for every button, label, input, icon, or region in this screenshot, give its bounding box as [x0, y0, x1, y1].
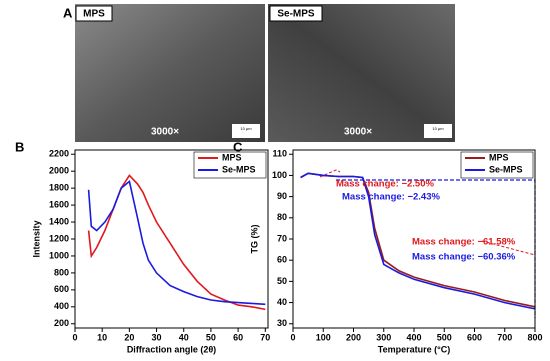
scale-label: 10 μm [240, 126, 252, 131]
x-tick-label: 400 [406, 332, 421, 342]
legend-box [193, 151, 267, 179]
y-tick-label: 100 [272, 170, 287, 180]
image-label-box [75, 5, 113, 22]
y-tick-label: 1200 [49, 233, 69, 243]
x-tick-label: 200 [346, 332, 361, 342]
x-tick-label: 700 [497, 332, 512, 342]
x-axis-label: Diffraction angle (2θ) [127, 344, 216, 354]
y-tick-label: 60 [277, 255, 287, 265]
x-tick-label: 600 [467, 332, 482, 342]
legend-label: MPS [222, 152, 242, 162]
y-tick-label: 110 [272, 149, 287, 159]
x-tick-label: 500 [437, 332, 452, 342]
y-tick-label: 80 [277, 212, 287, 222]
magnification: 3000× [151, 127, 179, 138]
y-tick-label: 600 [54, 284, 69, 294]
image-label-box [269, 5, 323, 22]
image-label: Se-MPS [277, 9, 315, 20]
plot-frame [74, 149, 269, 329]
x-tick-label: 40 [179, 332, 189, 342]
sem-image [268, 4, 455, 142]
panel-label: B [15, 139, 24, 154]
x-tick-label: 800 [527, 332, 542, 342]
data-line [300, 172, 536, 310]
y-tick-label: 800 [54, 267, 69, 277]
y-tick-label: 400 [54, 301, 69, 311]
magnification: 3000× [344, 127, 372, 138]
scale-box [232, 124, 260, 138]
annotation: Mass change: −61.58% [412, 237, 516, 248]
x-tick-label: 0 [72, 332, 77, 342]
y-tick-label: 1600 [49, 199, 69, 209]
annotation: Mass change: −60.36% [412, 252, 516, 263]
annotation: Mass change: −2.43% [342, 192, 441, 203]
y-axis-label: TG (%) [249, 225, 259, 254]
x-tick-label: 10 [97, 332, 107, 342]
x-tick-label: 300 [376, 332, 391, 342]
panel-label: A [63, 5, 73, 20]
y-tick-label: 1800 [49, 183, 69, 193]
annotation: Mass change: −2.50% [336, 179, 435, 190]
x-tick-label: 70 [260, 332, 270, 342]
y-tick-label: 2000 [49, 166, 69, 176]
dashed-guide [481, 240, 536, 256]
y-axis-label: Intensity [31, 220, 41, 257]
plot-frame [292, 149, 536, 329]
image-label: MPS [83, 9, 105, 20]
x-axis-label: Temperature (°C) [378, 344, 450, 354]
x-tick-label: 0 [290, 332, 295, 342]
x-tick-label: 50 [206, 332, 216, 342]
x-tick-label: 20 [124, 332, 134, 342]
scale-box [424, 124, 452, 138]
y-tick-label: 2200 [49, 149, 69, 159]
x-tick-label: 30 [152, 332, 162, 342]
data-line [87, 179, 266, 306]
y-tick-label: 90 [277, 191, 287, 201]
y-tick-label: 30 [277, 318, 287, 328]
x-tick-label: 100 [316, 332, 331, 342]
scale-label: 10 μm [432, 126, 444, 131]
y-tick-label: 200 [54, 318, 69, 328]
legend-label: MPS [489, 152, 509, 162]
legend-label: Se-MPS [222, 164, 256, 174]
sem-image [75, 4, 265, 142]
y-tick-label: 70 [277, 233, 287, 243]
y-tick-label: 40 [277, 297, 287, 307]
legend-box [460, 151, 534, 179]
x-tick-label: 60 [233, 332, 243, 342]
y-tick-label: 1000 [49, 250, 69, 260]
y-tick-label: 1400 [49, 216, 69, 226]
y-tick-label: 50 [277, 276, 287, 286]
legend-label: Se-MPS [489, 164, 523, 174]
data-line [87, 174, 266, 311]
panel-label: C [233, 139, 243, 154]
dashed-guide [319, 169, 341, 178]
